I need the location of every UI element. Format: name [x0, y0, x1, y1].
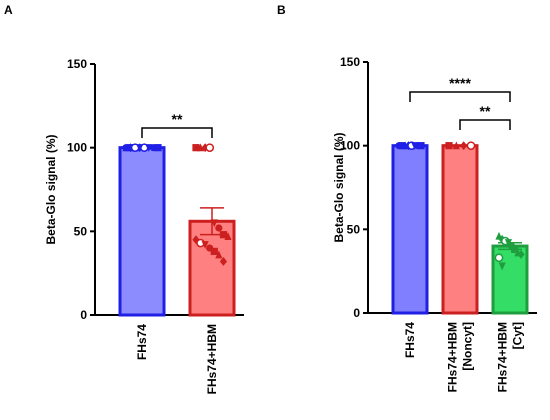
- panel-b: B 0 50 100 150 Beta-Glo signal (%) FHs74 FHs74+…: [277, 3, 537, 392]
- data-point: [205, 143, 215, 153]
- significance-bracket: [409, 91, 511, 102]
- data-point: [466, 141, 476, 151]
- data-point: [210, 247, 218, 256]
- significance-label: **: [172, 111, 183, 127]
- data-point: [192, 235, 200, 245]
- y-tick-label: 100: [67, 141, 87, 155]
- data-point: [511, 245, 519, 254]
- x-category-label: FHs74+HBM: [446, 322, 460, 392]
- y-tick-label: 50: [347, 222, 361, 236]
- x-category-label: FHs74+HBM: [496, 322, 510, 392]
- data-point: [215, 224, 223, 232]
- data-point: [122, 143, 130, 152]
- y-axis-title: Beta-Glo signal (%): [332, 132, 346, 242]
- data-point: [136, 144, 144, 152]
- data-point: [417, 142, 425, 150]
- data-point: [460, 141, 468, 151]
- x-category-label: [Noncyt]: [461, 322, 475, 371]
- y-tick-label: 50: [74, 224, 88, 238]
- significance-label: **: [480, 103, 491, 119]
- data-point: [452, 141, 460, 150]
- bar: [441, 144, 479, 315]
- data-point: [504, 239, 513, 247]
- data-point: [192, 144, 200, 152]
- significance-label: ****: [449, 75, 471, 91]
- data-point: [215, 250, 223, 259]
- significance-bracket: [459, 119, 511, 130]
- data-point: [224, 232, 232, 240]
- data-point: [498, 262, 506, 271]
- bar: [118, 146, 166, 317]
- x-category-label: [Cyt]: [511, 322, 525, 349]
- data-point: [398, 142, 406, 150]
- data-point: [219, 257, 228, 266]
- y-tick-label: 100: [340, 139, 360, 153]
- y-tick-label: 0: [353, 306, 360, 320]
- panel-letter: B: [277, 3, 286, 17]
- panel-letter: A: [4, 3, 13, 17]
- data-point: [154, 144, 162, 152]
- data-point: [219, 231, 228, 239]
- data-point: [445, 142, 453, 150]
- significance-bracket: [141, 127, 213, 138]
- y-tick-label: 150: [67, 57, 87, 71]
- data-point: [517, 250, 525, 259]
- data-point: [210, 219, 218, 228]
- data-point: [201, 241, 209, 249]
- x-category-label: FHs74: [403, 322, 417, 358]
- x-category-label: FHs74: [135, 324, 149, 360]
- panel-a: A 0 50 100 150 Beta-Glo signal (%) FHs74 FHs74+…: [4, 3, 244, 394]
- y-tick-label: 150: [340, 55, 360, 69]
- bar: [391, 144, 429, 315]
- y-axis-title: Beta-Glo signal (%): [44, 134, 58, 244]
- data-point: [196, 143, 205, 152]
- y-tick-label: 0: [80, 308, 87, 322]
- data-point: [494, 253, 504, 263]
- x-category-label: FHs74+HBM: [205, 324, 219, 394]
